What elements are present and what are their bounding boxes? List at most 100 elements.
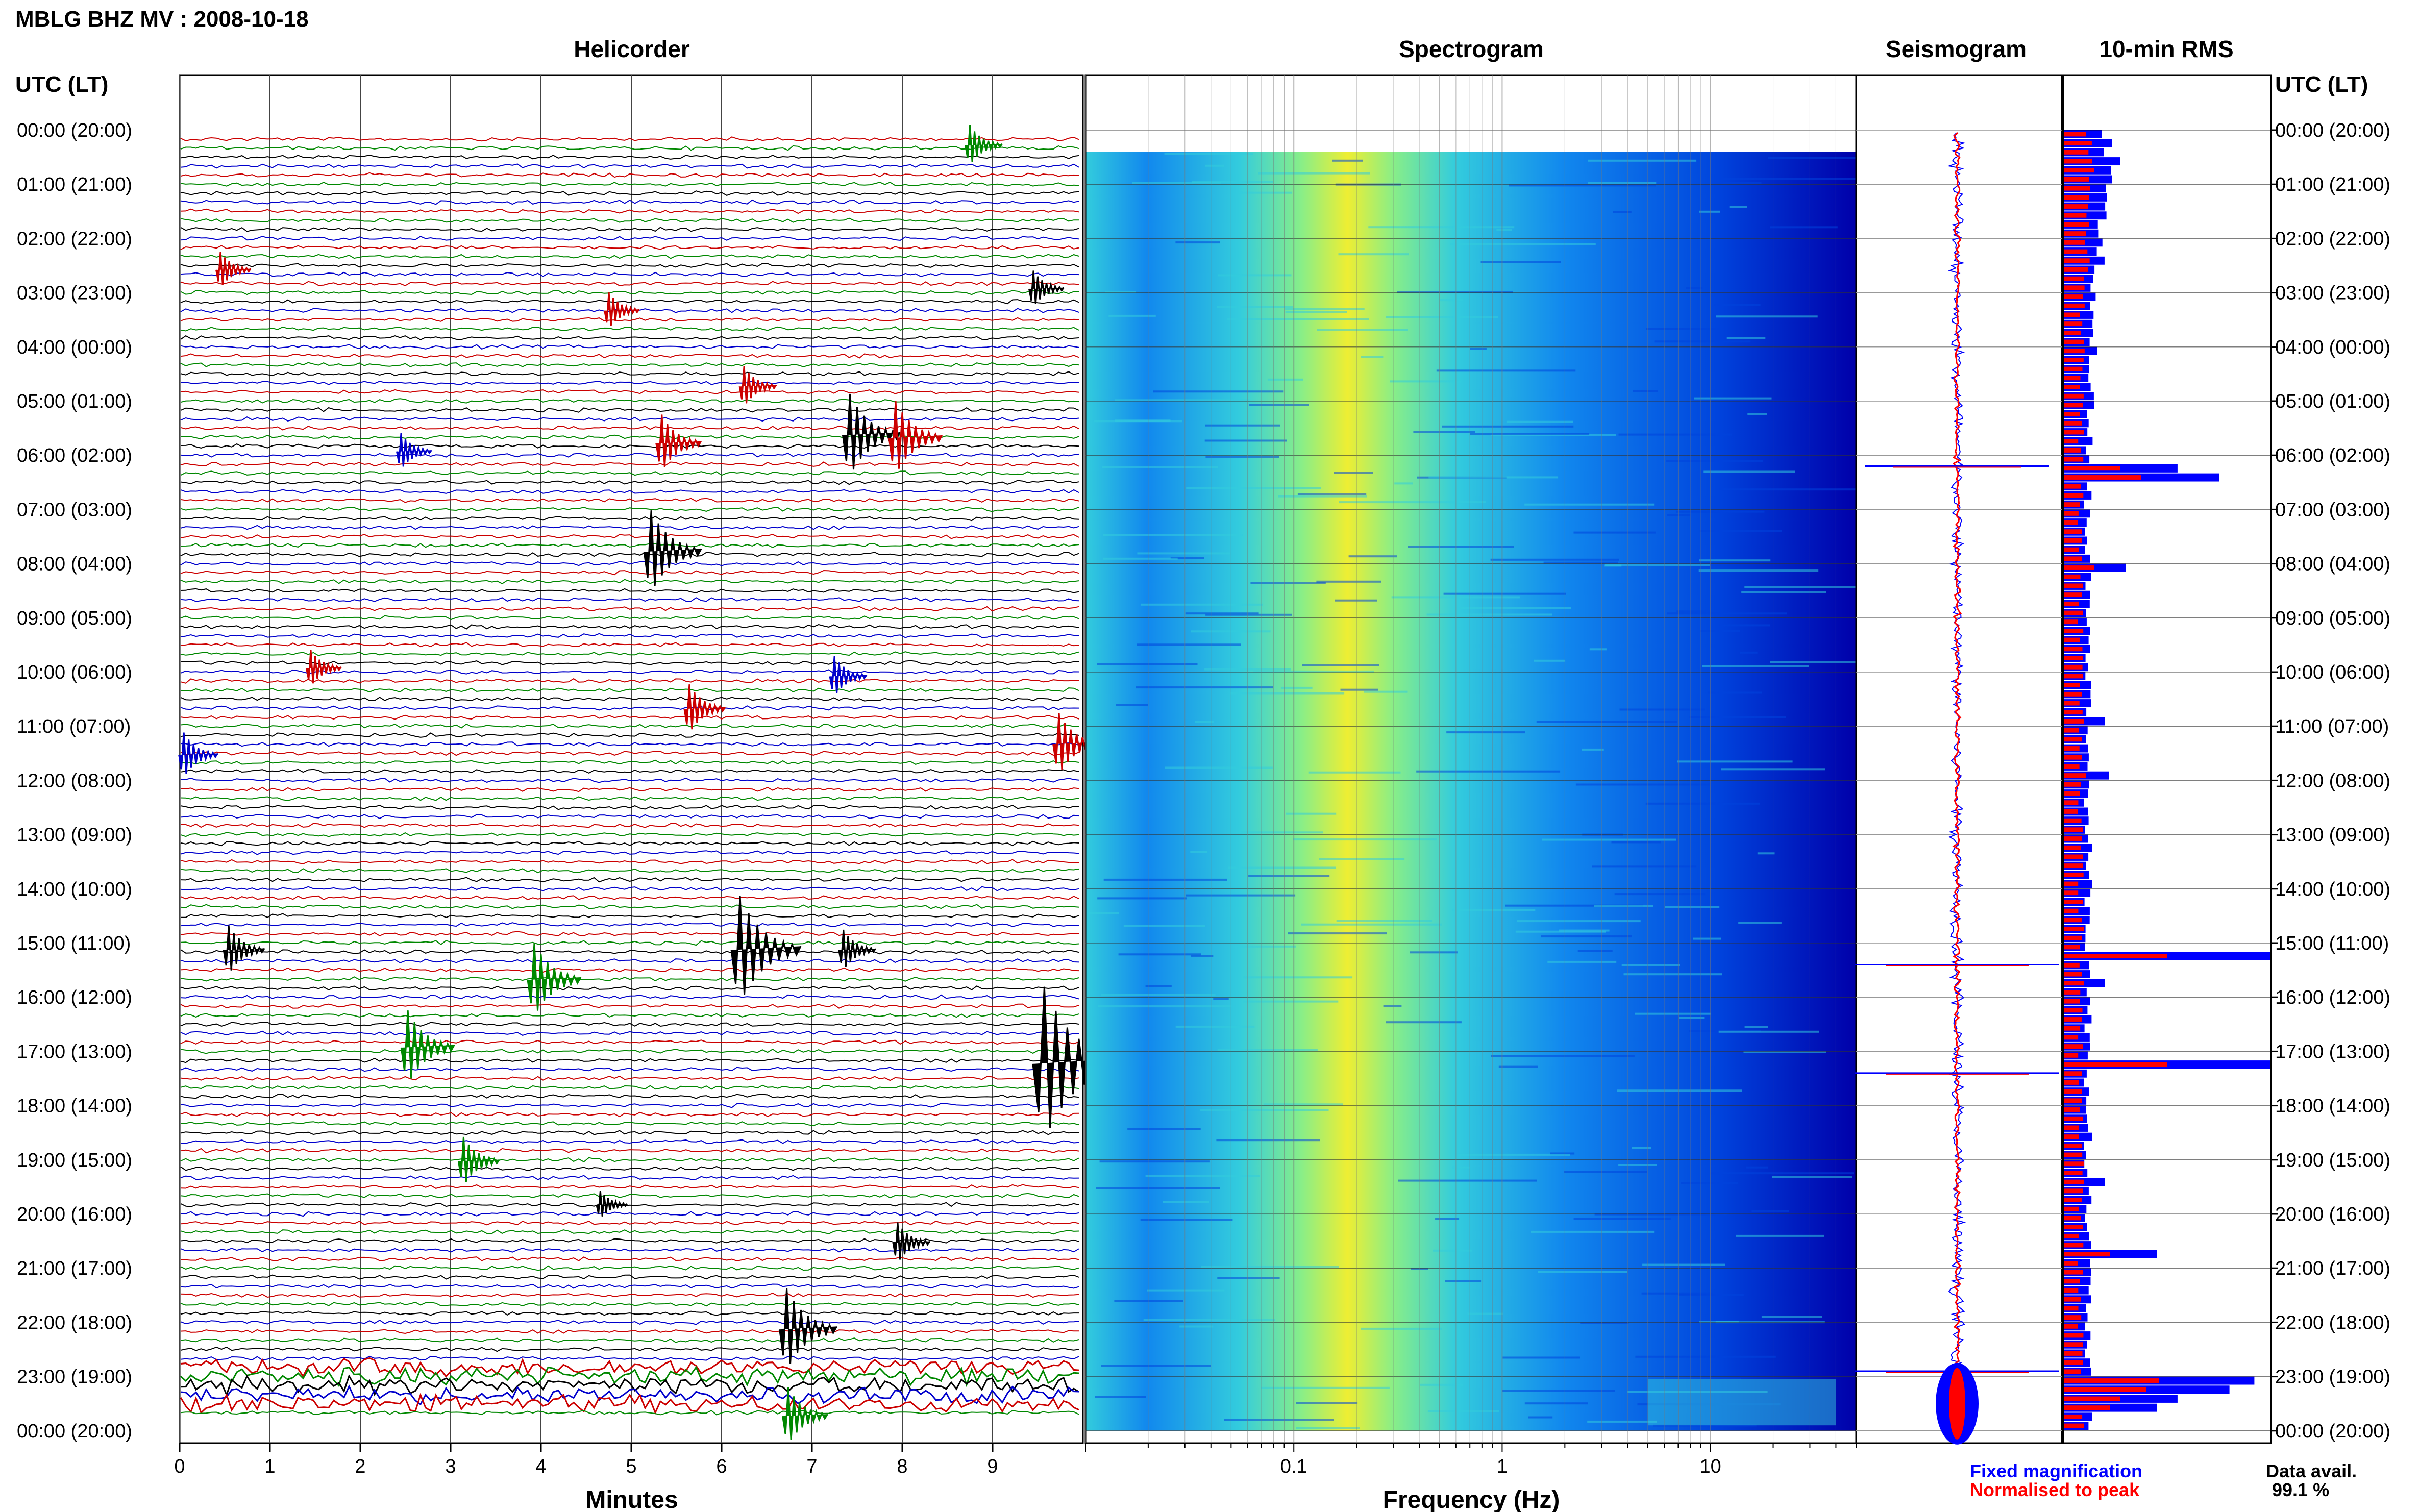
spectrogram-streak <box>1227 318 1369 320</box>
spectrogram-streak <box>1278 495 1367 498</box>
helicorder-trace-line <box>180 886 1079 892</box>
rms-bar-normalised <box>2063 1405 2110 1410</box>
rms-bar-normalised <box>2063 195 2089 200</box>
helicorder-trace-line <box>180 832 1079 837</box>
helicorder-trace-line <box>180 271 1079 277</box>
spectrogram-streak <box>1686 287 1703 289</box>
helicorder-event-waveform <box>683 684 726 730</box>
helicorder-trace-line <box>180 1138 1079 1145</box>
helicorder-event-waveform <box>527 943 582 1011</box>
spectrogram-streak <box>1217 306 1293 308</box>
spectrogram-streak <box>1237 945 1296 948</box>
rms-bar-normalised <box>2063 592 2082 598</box>
helicorder-trace-line <box>180 416 1079 422</box>
rms-bar-normalised <box>2063 990 2081 995</box>
rms-bar-normalised <box>2063 258 2090 263</box>
rms-bar-normalised <box>2063 854 2083 859</box>
rms-bar-normalised <box>2063 1053 2079 1058</box>
helicorder-trace-line <box>180 389 1079 394</box>
rms-bar-normalised <box>2063 1198 2082 1202</box>
time-label-left: 02:00 (22:00) <box>17 228 132 250</box>
time-label-left: 10:00 (06:00) <box>17 662 132 683</box>
time-label-left: 05:00 (01:00) <box>17 391 132 412</box>
spectrogram-streak <box>1676 510 1765 513</box>
rms-bar-normalised <box>2063 601 2079 606</box>
helicorder-event-waveform <box>457 1136 500 1182</box>
spectrogram-streak <box>1097 663 1198 665</box>
rms-bar-normalised <box>2063 1315 2082 1320</box>
rms-bar-normalised <box>2063 321 2083 327</box>
rms-bar-normalised <box>2063 691 2082 697</box>
spectrogram-streak <box>1440 299 1463 302</box>
helicorder-trace-line <box>180 525 1079 530</box>
spectrogram-streak <box>1102 466 1218 468</box>
spectrogram-streak <box>1339 501 1486 504</box>
rms-bar-normalised <box>2063 448 2081 453</box>
rms-bar-normalised <box>2063 927 2084 931</box>
time-label-right: 09:00 (05:00) <box>2275 608 2390 629</box>
rms-bar-normalised <box>2063 312 2080 317</box>
rms-bar-normalised <box>2063 385 2080 389</box>
helicorder-trace-line <box>181 380 1079 385</box>
spectrogram-streak <box>1702 665 1809 667</box>
rms-bar-normalised <box>2063 962 2080 968</box>
helicorder-title: Helicorder <box>574 36 690 62</box>
spectrogram-streak <box>1534 659 1566 662</box>
spectrogram-streak <box>1249 404 1309 406</box>
spectrogram-streak <box>1293 838 1437 841</box>
helicorder-trace-line <box>180 1148 1079 1154</box>
spectrogram-streak <box>1619 708 1705 711</box>
spectrogram-streak <box>1205 613 1292 616</box>
spectrogram-streak <box>1536 721 1677 723</box>
helicorder-trace-line <box>180 470 1079 476</box>
rms-background <box>2063 75 2271 1443</box>
spectrogram-streak <box>1408 546 1514 548</box>
spectrogram-x-tick-label: 0.1 <box>1280 1456 1307 1477</box>
spectrogram-streak <box>1108 314 1156 317</box>
spectrogram-streak <box>1301 923 1442 926</box>
helicorder-trace-line <box>180 1293 1079 1298</box>
spectrogram-streak <box>1170 557 1204 559</box>
spectrogram-streak <box>1436 369 1576 372</box>
rms-bar-normalised <box>2063 132 2086 137</box>
rms-bar-normalised <box>2063 240 2085 245</box>
rms-bar-normalised <box>2063 457 2084 462</box>
spectrogram-streak <box>1613 211 1632 213</box>
spectrogram-streak <box>1580 1322 1629 1324</box>
rms-bar-normalised <box>2063 186 2090 191</box>
rms-bar-normalised <box>2063 1414 2083 1419</box>
rms-bar-normalised <box>2063 583 2083 588</box>
rms-bar-normalised <box>2063 1062 2167 1067</box>
helicorder-trace-line <box>180 606 1079 612</box>
helicorder-event-waveform <box>178 732 218 774</box>
helicorder-x-axis-label: Minutes <box>585 1486 678 1512</box>
rms-bar-normalised <box>2063 1270 2083 1275</box>
time-label-right: 01:00 (21:00) <box>2275 174 2390 195</box>
rms-bar-normalised <box>2063 1035 2079 1040</box>
rms-bar-normalised <box>2063 981 2084 986</box>
rms-bar-normalised <box>2063 945 2080 950</box>
time-label-left: 20:00 (16:00) <box>17 1204 132 1225</box>
time-axis-labels-left: 00:00 (20:00) 01:00 (21:00) 02:00 (22:00) 0… <box>17 120 132 1442</box>
rms-bar-normalised <box>2063 439 2079 444</box>
spectrogram-streak <box>1288 932 1387 935</box>
spectrogram-streak <box>1334 472 1373 474</box>
helicorder-trace-line <box>180 569 1079 576</box>
spectrogram-streak <box>1097 897 1187 900</box>
spectrogram-streak <box>1761 1316 1822 1318</box>
spectrogram-streak <box>1428 476 1559 479</box>
spectrogram-streak <box>1543 561 1618 564</box>
helicorder-trace-line <box>180 1075 1079 1081</box>
rms-bar-normalised <box>2063 1008 2083 1013</box>
helicorder-trace-line <box>180 1175 1079 1180</box>
rms-bar-normalised <box>2063 249 2088 254</box>
helicorder-trace-line <box>180 994 1079 1000</box>
rms-bar-normalised <box>2063 1188 2083 1194</box>
rms-bar-normalised <box>2063 574 2081 579</box>
spectrogram-streak <box>1528 1416 1553 1419</box>
time-label-left: 11:00 (07:00) <box>17 716 131 737</box>
spectrogram-streak <box>1604 564 1622 567</box>
spectrogram-streak <box>1296 1427 1360 1429</box>
spectrogram-streak <box>1524 1402 1588 1405</box>
helicorder-trace-line <box>180 940 1079 946</box>
